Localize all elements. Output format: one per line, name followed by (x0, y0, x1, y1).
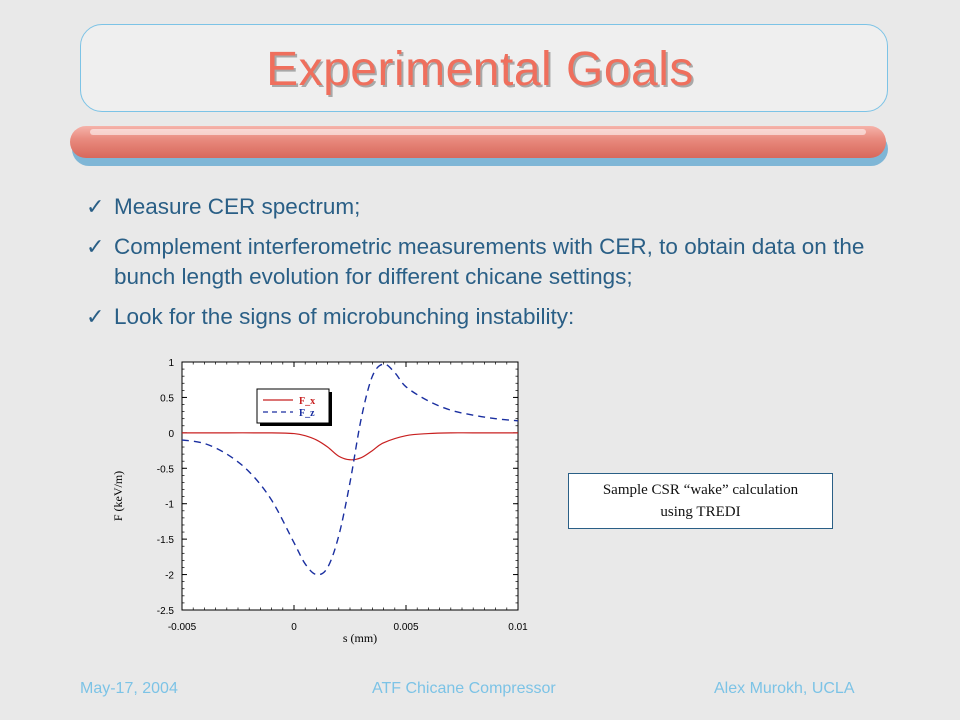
bullet-text: Measure CER spectrum; (114, 194, 361, 219)
y-tick-label: 0 (168, 429, 174, 440)
y-tick-label: -1.5 (157, 535, 175, 546)
slide-title: Experimental Goals (0, 40, 960, 100)
caption-box: Sample CSR “wake” calculation using TRED… (568, 473, 833, 529)
legend-box (256, 388, 330, 424)
x-tick-label: -0.005 (168, 622, 197, 633)
y-tick-label: -2.5 (157, 606, 175, 617)
checkmark-icon: ✓ (86, 234, 105, 259)
title-bar-highlight (90, 129, 866, 135)
y-tick-label: 0.5 (160, 393, 174, 404)
y-tick-label: -0.5 (157, 464, 175, 475)
footer-author: Alex Murokh, UCLA (714, 680, 855, 697)
bullet-item: ✓ Complement interferometric measurement… (86, 232, 906, 292)
y-axis-label: F (keV/m) (111, 471, 125, 521)
x-tick-label: 0 (291, 622, 297, 633)
legend-label: F_x (299, 396, 315, 407)
legend-label: F_z (299, 408, 315, 419)
title-frame (80, 24, 888, 112)
y-tick-label: -2 (165, 571, 174, 582)
checkmark-icon: ✓ (86, 194, 105, 219)
plot-area (181, 361, 519, 611)
footer-date: May-17, 2004 (80, 680, 178, 697)
checkmark-icon: ✓ (86, 304, 105, 329)
y-tick-label: -1 (165, 500, 174, 511)
series-line-f-z (181, 363, 519, 576)
wake-chart: 1 0.5 0 -0.5 -1 -1.5 -2 -2.5 -0.005 0 0.005 0.01 s (… (111, 358, 528, 645)
x-axis-label: s (mm) (343, 631, 377, 645)
bullet-text: Complement interferometric measurements … (114, 234, 865, 289)
caption-line: using TREDI (660, 504, 741, 520)
x-tick-label: 0.01 (508, 622, 528, 633)
slide-title-text: Experimental Goals (266, 43, 694, 96)
series-line-f-x (181, 432, 518, 461)
bullet-list: ✓ Measure CER spectrum; ✓ Complement int… (86, 192, 906, 342)
footer-title: ATF Chicane Compressor (372, 680, 556, 697)
bullet-item: ✓ Measure CER spectrum; (86, 192, 906, 222)
caption-line: Sample CSR “wake” calculation (602, 482, 799, 498)
bullet-item: ✓ Look for the signs of microbunching in… (86, 302, 906, 332)
y-tick-label: 1 (168, 358, 174, 369)
x-tick-label: 0.005 (393, 622, 418, 633)
bullet-text: Look for the signs of microbunching inst… (114, 304, 575, 329)
